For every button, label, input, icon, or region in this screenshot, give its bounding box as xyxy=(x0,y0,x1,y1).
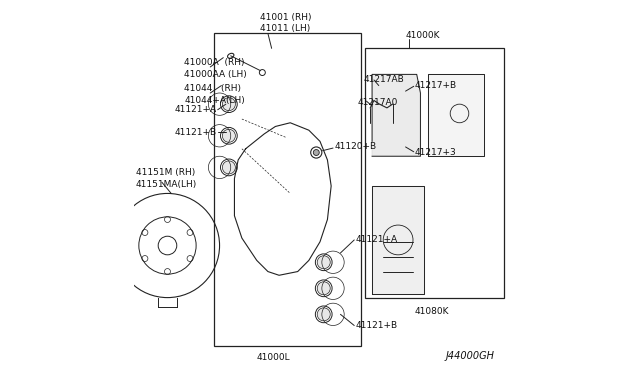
Text: J44000GH: J44000GH xyxy=(446,351,495,361)
Text: 41080K: 41080K xyxy=(414,307,449,316)
Text: 41000L: 41000L xyxy=(257,353,291,362)
Text: 41217AB: 41217AB xyxy=(364,76,404,84)
Text: 41217+B: 41217+B xyxy=(415,81,457,90)
Text: 41121+A: 41121+A xyxy=(355,235,397,244)
Text: 41000K: 41000K xyxy=(406,31,440,40)
Text: 41121+B: 41121+B xyxy=(175,128,216,137)
Ellipse shape xyxy=(222,161,236,174)
Text: 41000A  (RH)
41000AA (LH): 41000A (RH) 41000AA (LH) xyxy=(184,58,247,79)
Bar xyxy=(365,48,504,298)
Text: 41151M (RH)
41151MA(LH): 41151M (RH) 41151MA(LH) xyxy=(136,168,197,189)
Bar xyxy=(214,33,361,346)
Circle shape xyxy=(314,150,319,155)
Text: 41001 (RH)
41011 (LH): 41001 (RH) 41011 (LH) xyxy=(260,13,312,33)
Ellipse shape xyxy=(317,256,330,269)
Ellipse shape xyxy=(222,129,236,142)
Text: 41044   (RH)
41044+A(LH): 41044 (RH) 41044+A(LH) xyxy=(184,84,245,105)
Polygon shape xyxy=(372,74,420,156)
Text: 41217+3: 41217+3 xyxy=(415,148,456,157)
Ellipse shape xyxy=(317,282,330,295)
Polygon shape xyxy=(372,186,424,294)
Ellipse shape xyxy=(222,98,236,111)
Text: 41120+B: 41120+B xyxy=(335,142,377,151)
Polygon shape xyxy=(428,74,484,156)
Text: 41217A0: 41217A0 xyxy=(357,98,397,107)
Text: 41121+B: 41121+B xyxy=(355,321,397,330)
Text: 41121+A: 41121+A xyxy=(175,105,216,114)
Ellipse shape xyxy=(317,308,330,321)
